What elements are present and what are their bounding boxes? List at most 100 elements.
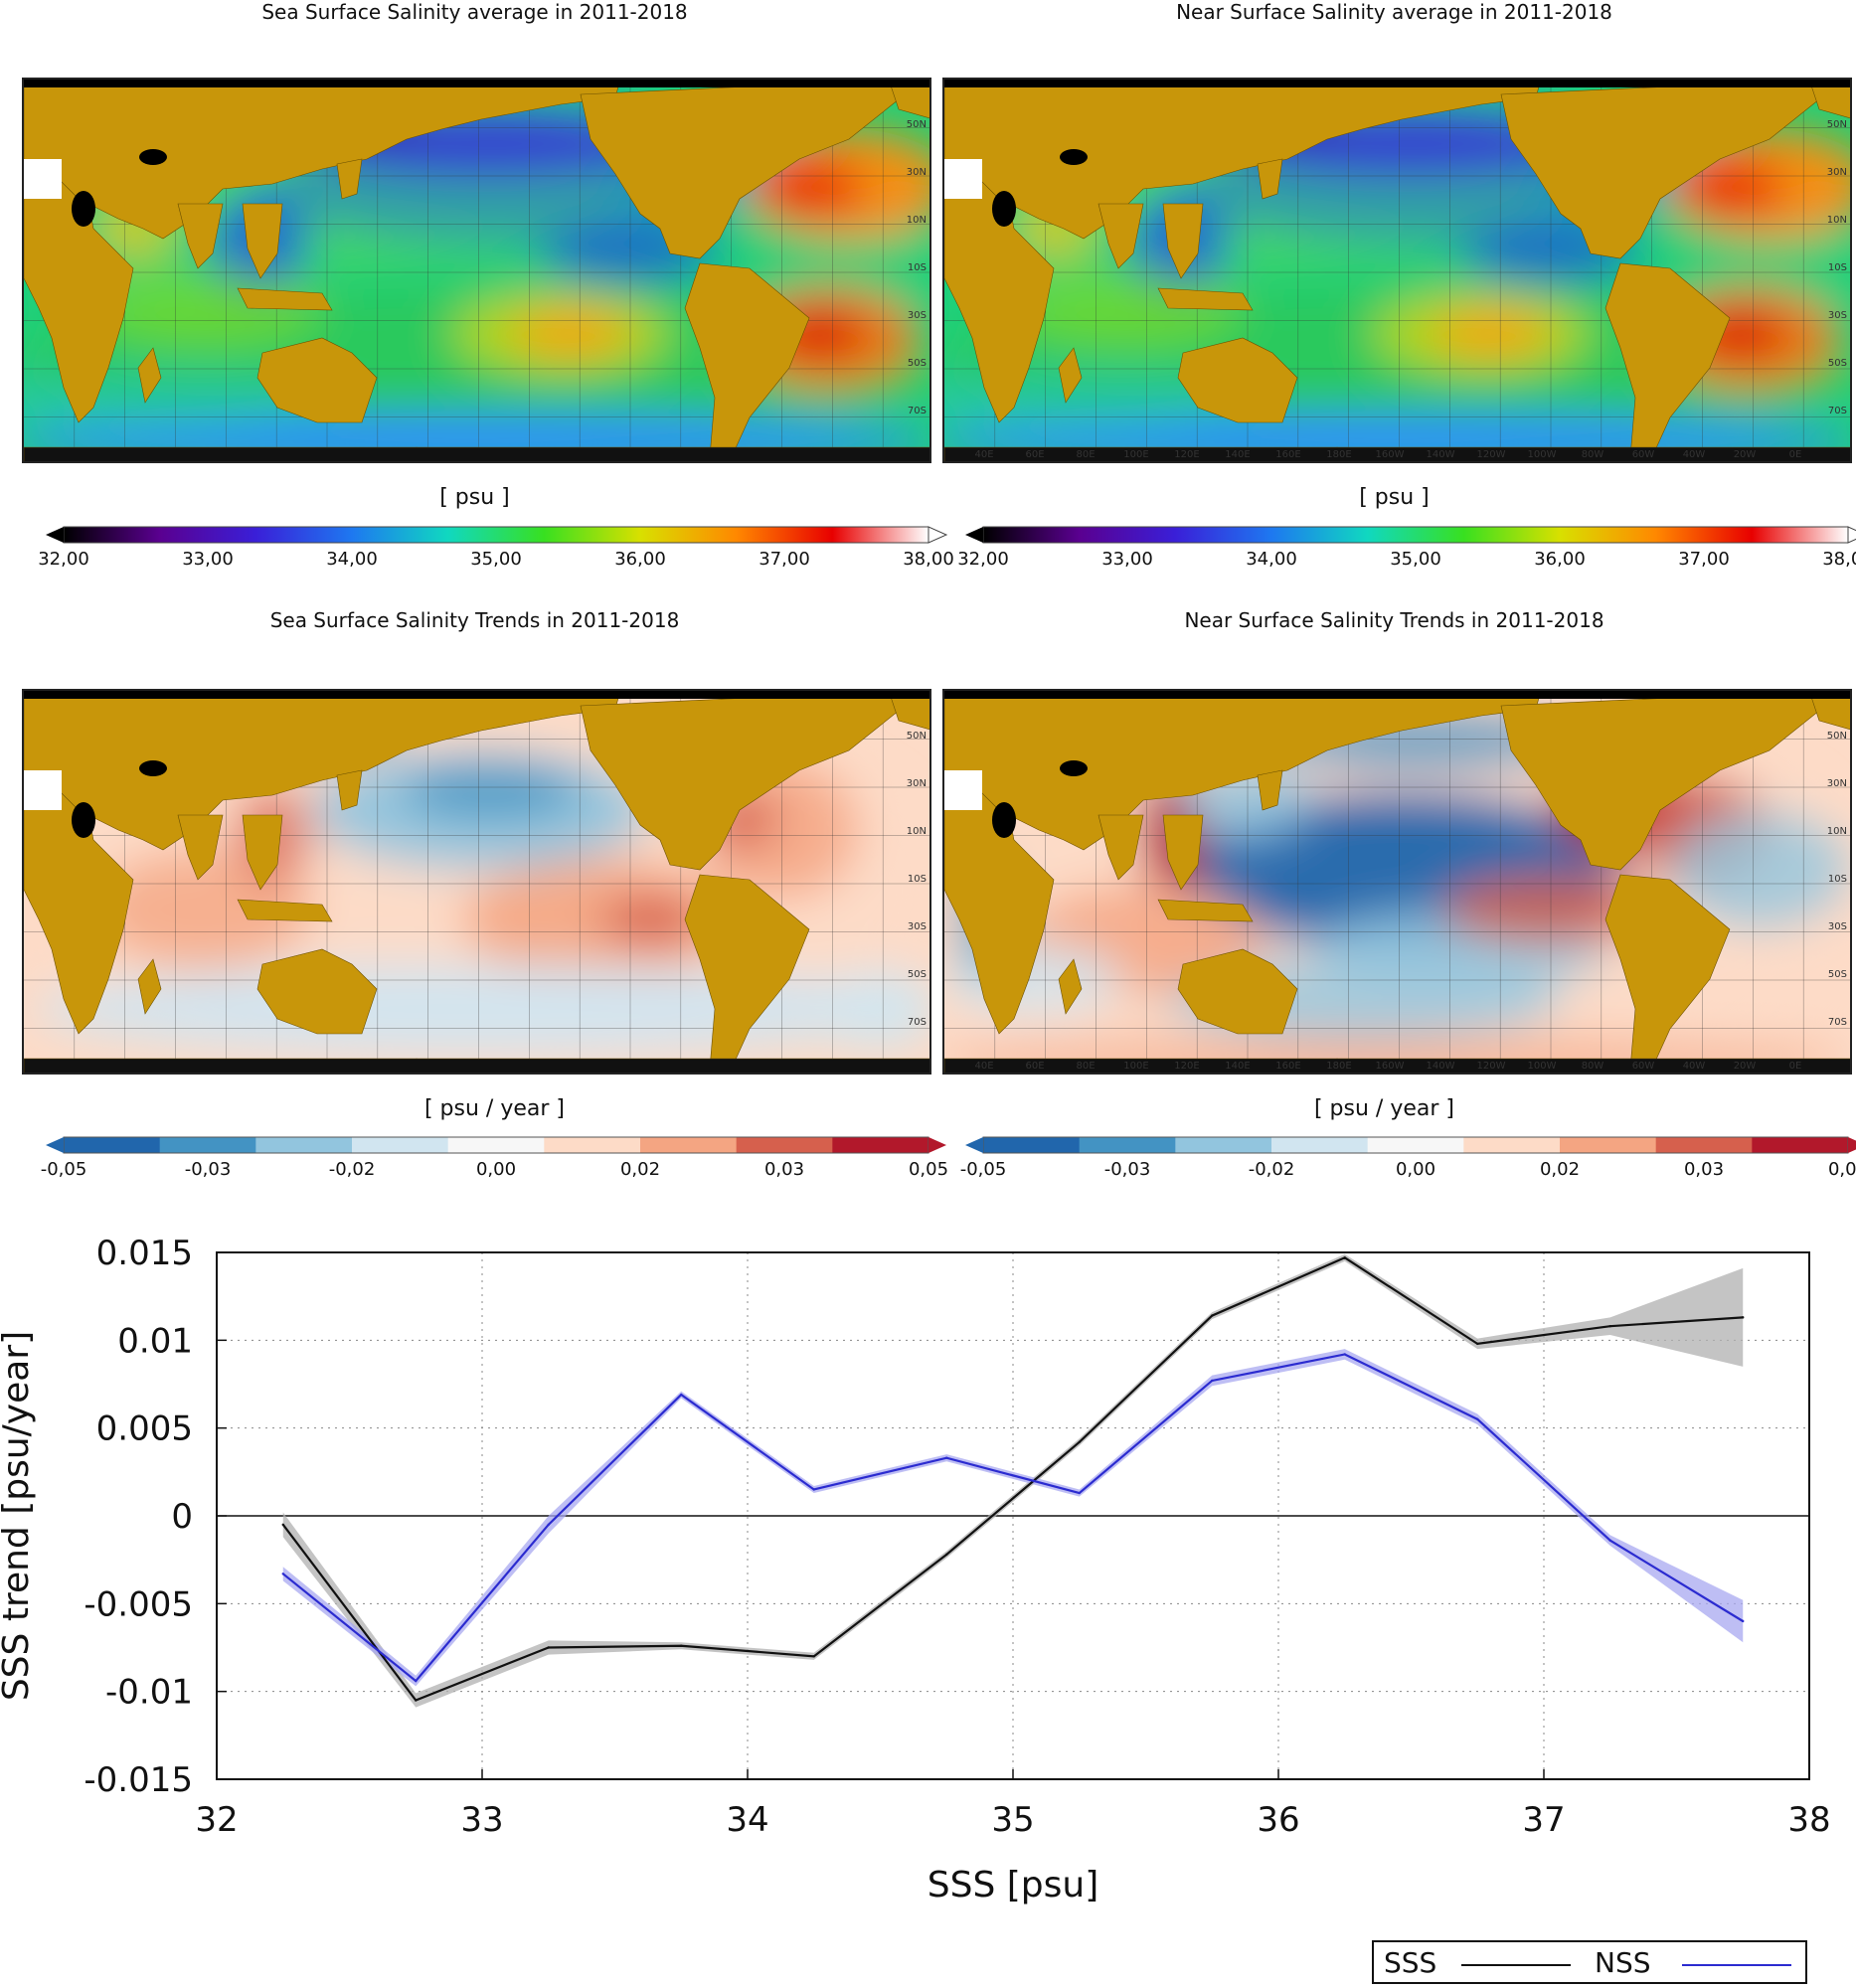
continent-antarctica xyxy=(24,1058,929,1073)
data-point-sss xyxy=(812,1655,815,1658)
colorbar-segment xyxy=(352,1137,449,1153)
colorbar-segment xyxy=(64,1137,161,1153)
colorbar-max-arrow xyxy=(1848,1137,1856,1153)
longitude-label: 40E xyxy=(974,449,993,460)
masked-region xyxy=(944,770,982,810)
data-point-sss xyxy=(1476,1342,1479,1346)
colorbar-segment xyxy=(1367,1137,1464,1153)
y-tick-label: -0.015 xyxy=(84,1760,193,1800)
x-tick-label: 35 xyxy=(991,1800,1034,1840)
colorbar-segment xyxy=(255,1137,353,1153)
colorbar-tick-label: 32,00 xyxy=(38,549,89,570)
continent-japan xyxy=(1257,158,1283,200)
masked-region xyxy=(944,159,982,199)
map-title-sss-average: Sea Surface Salinity average in 2011-201… xyxy=(261,0,688,24)
colorbar-tick-label: 35,00 xyxy=(470,549,522,570)
longitude-label: 120W xyxy=(1477,449,1506,460)
latitude-label: 30S xyxy=(908,310,927,321)
continent-samerica xyxy=(1604,874,1731,1073)
data-point-nss xyxy=(415,1679,418,1683)
longitude-label: 160E xyxy=(1275,1061,1300,1072)
continent-japan xyxy=(1257,769,1283,811)
longitude-label: 120E xyxy=(1174,1061,1199,1072)
colorbar-tick-label: 33,00 xyxy=(1101,549,1153,570)
ocean-field xyxy=(1432,311,1551,355)
colorbar-tick-label: -0,05 xyxy=(959,1159,1007,1180)
ocean-field xyxy=(402,760,581,820)
longitude-label: 0E xyxy=(1789,1061,1802,1072)
latitude-label: 50N xyxy=(907,119,927,130)
longitude-label: 120W xyxy=(1477,1061,1506,1072)
ocean-field xyxy=(819,969,929,1049)
longitude-label: 40W xyxy=(1683,449,1706,460)
data-point-sss xyxy=(1742,1316,1745,1319)
inland-sea xyxy=(72,802,95,838)
colorbar-tick-label: 37,00 xyxy=(1678,549,1730,570)
colorbar-tick-label: 0,00 xyxy=(1395,1159,1436,1180)
map-nss-trend: 50N 30N 10N 10S 30S 50S 70S 40E 60E 80E 100E 120E 14… xyxy=(942,689,1852,1075)
continent-namerica xyxy=(580,691,900,871)
latitude-label: 30N xyxy=(1827,778,1847,789)
ocean-field xyxy=(84,268,322,348)
colorbar-tick-label: 0,02 xyxy=(619,1159,661,1180)
legend-swatch-nss xyxy=(1682,1964,1791,1966)
colorbar-tick-label: 0,03 xyxy=(763,1159,805,1180)
colorbar-tick-label: 0,03 xyxy=(1683,1159,1725,1180)
inland-sea xyxy=(139,760,167,776)
map-sss-average: 50N 30N 10N 10S 30S 50S 70S xyxy=(22,78,931,463)
ocean-field xyxy=(1670,810,1849,929)
map-sss-trend: 50N 30N 10N 10S 30S 50S 70S xyxy=(22,689,931,1075)
data-point-sss xyxy=(1608,1325,1611,1328)
colorbar-segment xyxy=(159,1137,256,1153)
data-point-nss xyxy=(1078,1491,1081,1495)
colorbar-segment xyxy=(1271,1137,1369,1153)
continent-namerica xyxy=(580,80,900,259)
data-point-nss xyxy=(281,1573,284,1575)
continent-africa xyxy=(944,784,1055,1035)
colorbar-tick-label: -0,03 xyxy=(184,1159,232,1180)
colorbar-tick-label: 34,00 xyxy=(1246,549,1297,570)
latitude-label: 10S xyxy=(908,262,927,273)
colorbar-max-arrow xyxy=(928,526,948,544)
y-tick-label: -0.005 xyxy=(84,1584,193,1624)
colorbar-tick-label: -0,05 xyxy=(40,1159,87,1180)
continent-antarctica xyxy=(944,446,1850,461)
continent-namerica xyxy=(1500,80,1820,259)
continent-india xyxy=(177,814,224,881)
unit-label-nss-trend: [ psu / year ] xyxy=(1313,1096,1454,1121)
y-axis-label: SSS trend [psu/year] xyxy=(0,1331,37,1701)
continent-indochina xyxy=(1162,203,1204,279)
data-point-nss xyxy=(1211,1379,1214,1383)
x-tick-label: 34 xyxy=(726,1800,768,1840)
continent-japan xyxy=(336,158,363,200)
latitude-label: 70S xyxy=(1828,406,1847,416)
colorbar-gradient xyxy=(63,526,929,544)
colorbar-min-arrow xyxy=(965,527,983,543)
legend-label-nss: NSS xyxy=(1595,1946,1651,1979)
data-point-nss xyxy=(1343,1353,1346,1356)
ocean-field xyxy=(1004,268,1243,348)
colorbar-segment xyxy=(736,1137,833,1153)
colorbar-min-arrow xyxy=(965,1137,983,1153)
continent-india xyxy=(1097,814,1144,881)
continent-indonesia xyxy=(237,899,333,922)
latitude-label: 50N xyxy=(907,731,927,742)
continent-india xyxy=(1097,203,1144,269)
data-point-sss xyxy=(1211,1314,1214,1317)
continent-australia xyxy=(1177,948,1298,1035)
data-point-nss xyxy=(1742,1619,1745,1623)
latitude-label: 50S xyxy=(1828,969,1847,980)
colorbar-tick-label: 0,02 xyxy=(1539,1159,1581,1180)
colorbar-min-arrow xyxy=(46,1137,64,1153)
colorbar-tick-label: 33,00 xyxy=(182,549,234,570)
continent-greenland xyxy=(1808,691,1850,731)
colorbar-segment xyxy=(983,1137,1081,1153)
continent-greenland xyxy=(888,691,929,731)
colorbar-segment xyxy=(1752,1137,1849,1153)
map-title-sss-trend: Sea Surface Salinity Trends in 2011-2018 xyxy=(269,608,680,632)
continent-indochina xyxy=(242,203,283,279)
longitude-label: 140E xyxy=(1225,449,1250,460)
longitude-label: 180E xyxy=(1326,1061,1351,1072)
data-point-sss xyxy=(1343,1256,1346,1259)
inland-sea xyxy=(139,149,167,165)
